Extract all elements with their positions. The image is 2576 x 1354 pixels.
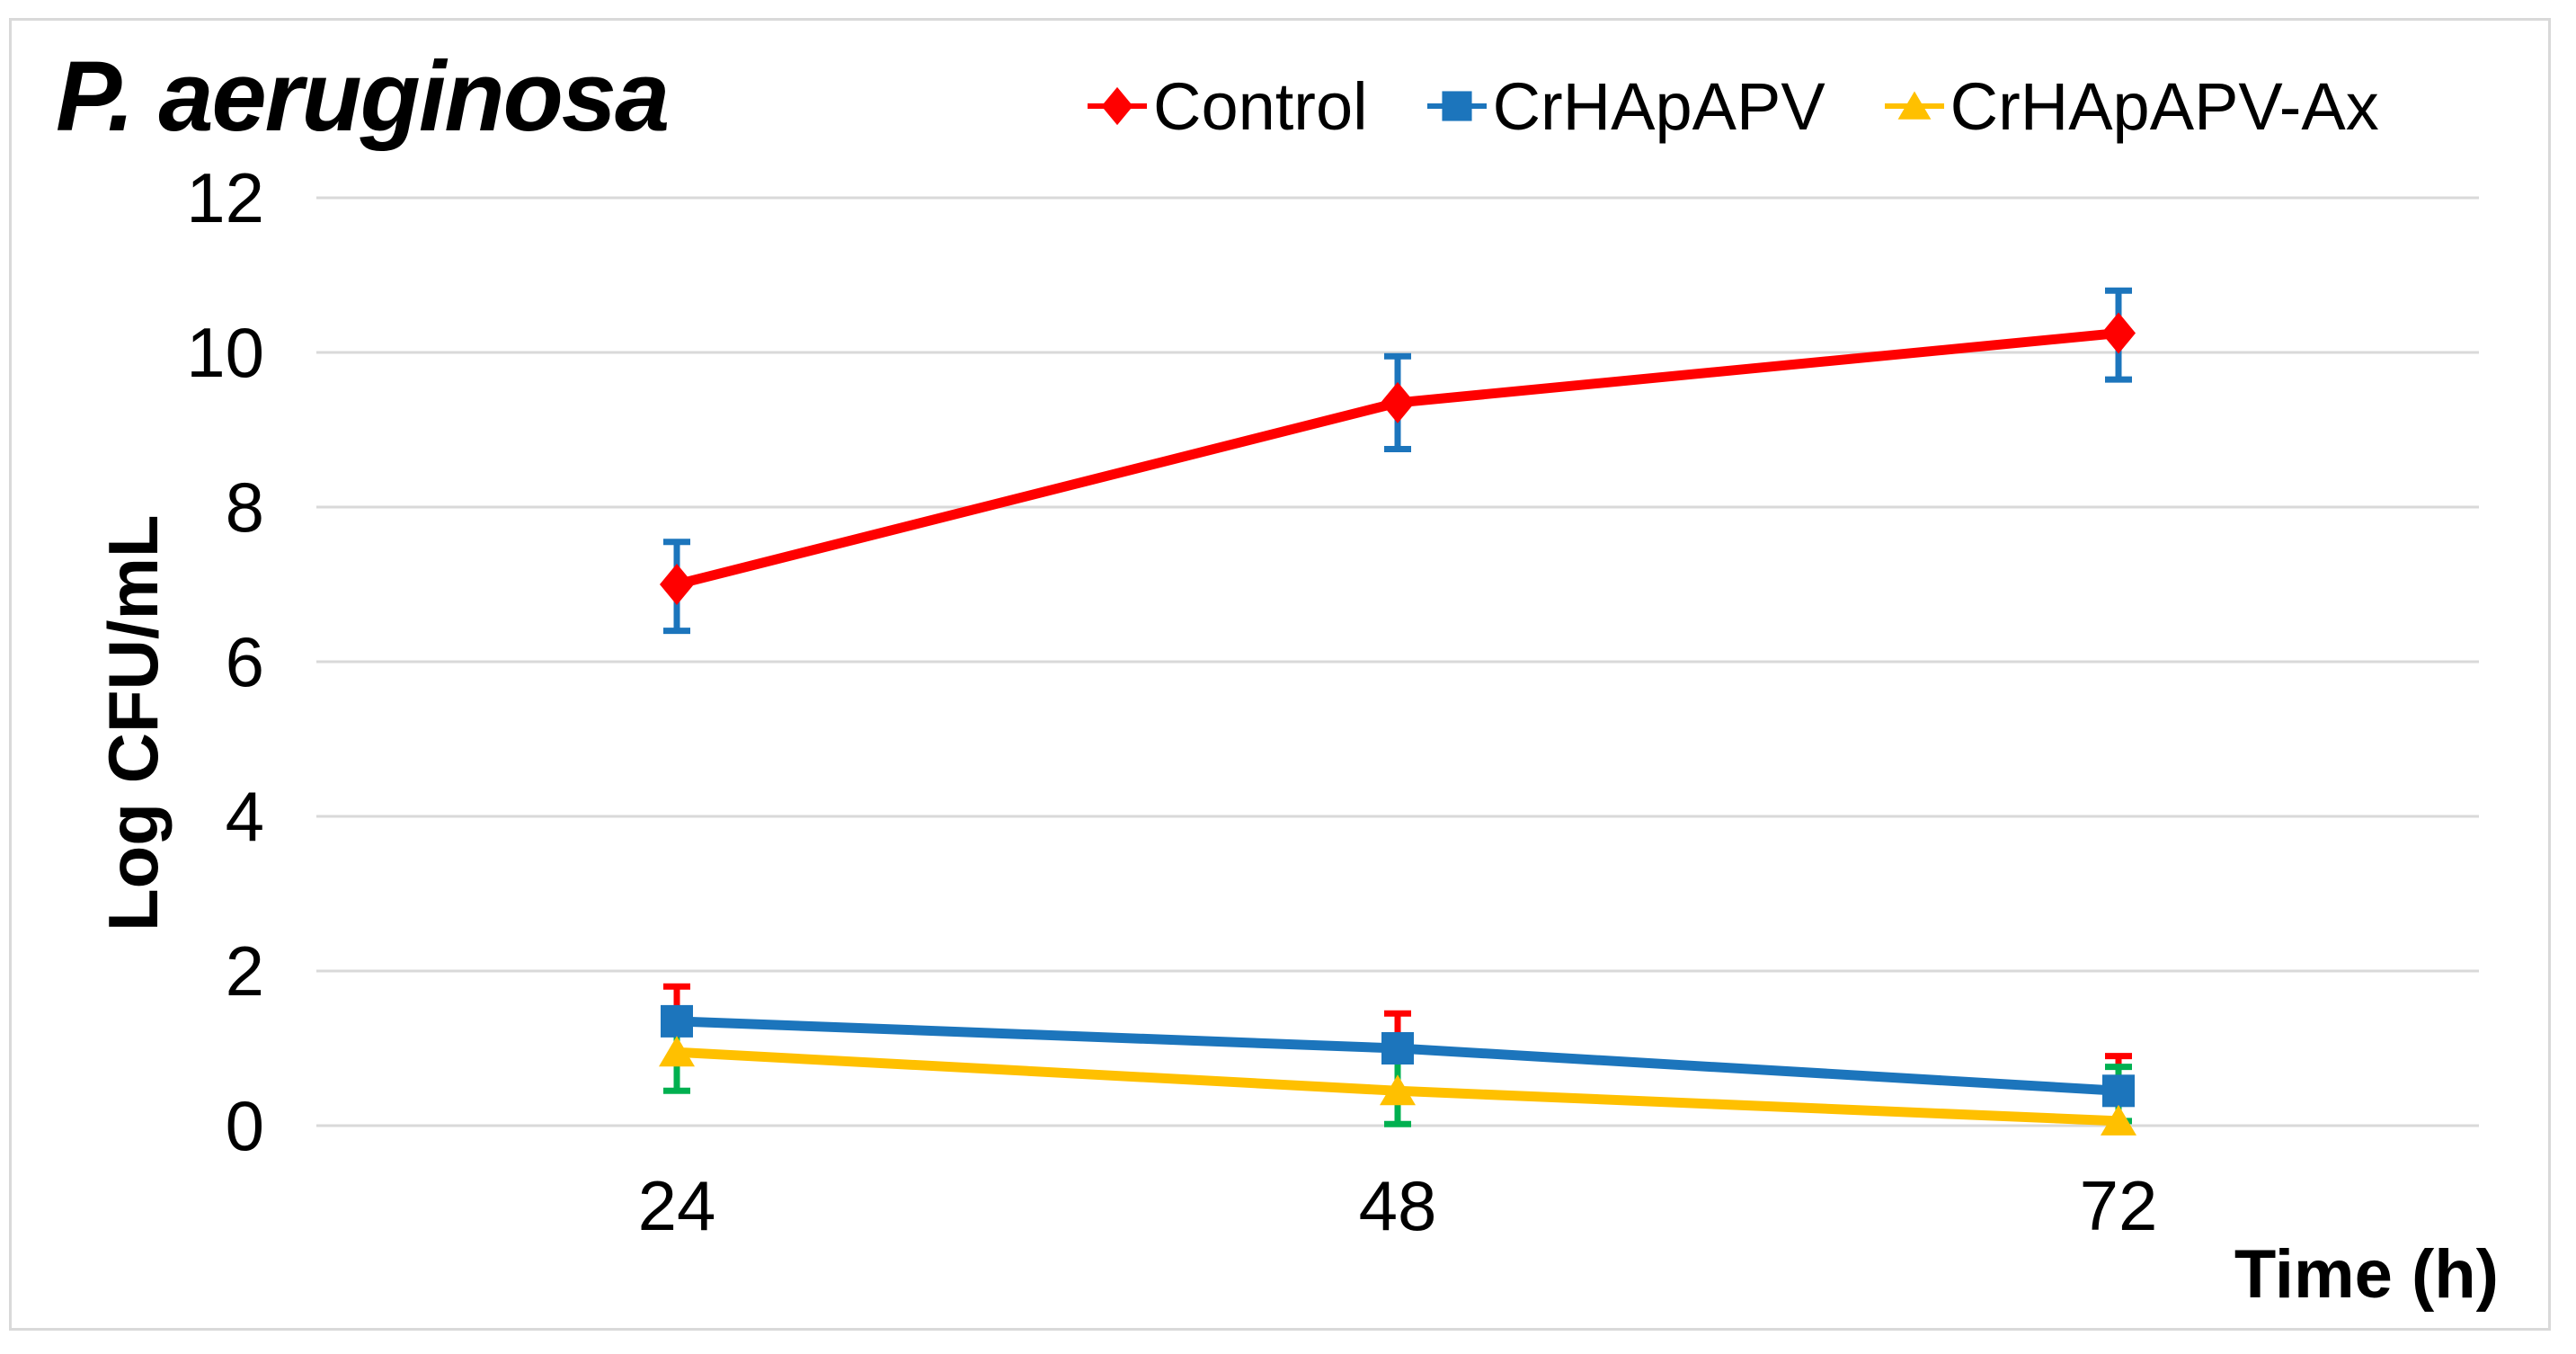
y-tick-label: 2 xyxy=(226,931,264,1011)
data-point-crhapapv-72 xyxy=(2102,1074,2135,1108)
data-point-crhapapv-ax-48 xyxy=(1380,1074,1416,1106)
y-axis-title: Log CFU/mL xyxy=(93,514,173,931)
data-point-crhapapv-ax-24 xyxy=(659,1036,695,1067)
data-point-control-48 xyxy=(1381,381,1415,423)
legend: Control CrHApAPV CrHApAPV-Ax xyxy=(1088,59,2379,153)
legend-marker-square-icon xyxy=(1426,91,1487,121)
legend-item-crhapapv-ax: CrHApAPV-Ax xyxy=(1884,68,2379,145)
data-point-crhapapv-48 xyxy=(1381,1032,1414,1064)
x-tick-label: 48 xyxy=(1359,1166,1437,1245)
y-tick-label: 0 xyxy=(226,1086,264,1165)
legend-item-crhapapv: CrHApAPV xyxy=(1426,68,1825,145)
y-tick-label: 4 xyxy=(226,777,264,856)
data-point-crhapapv-24 xyxy=(661,1004,693,1038)
y-tick-label: 10 xyxy=(186,313,264,392)
legend-marker-diamond-icon xyxy=(1088,86,1147,126)
data-point-control-24 xyxy=(660,564,694,605)
data-point-control-72 xyxy=(2101,312,2136,354)
legend-key-square xyxy=(1442,91,1472,121)
data-point-crhapapv-ax-72 xyxy=(2101,1104,2136,1136)
legend-label-control: Control xyxy=(1153,68,1368,144)
x-axis-title: Time (h) xyxy=(2234,1236,2499,1313)
y-tick-label: 8 xyxy=(226,468,264,547)
legend-label-crhapapv: CrHApAPV xyxy=(1492,68,1825,144)
y-tick-label: 6 xyxy=(226,622,264,701)
y-tick-label: 12 xyxy=(186,158,264,237)
legend-item-control: Control xyxy=(1088,68,1368,145)
x-tick-label: 72 xyxy=(2080,1166,2158,1245)
legend-key-diamond xyxy=(1101,86,1133,126)
chart-title: P. aeruginosa xyxy=(56,41,670,152)
legend-key-triangle xyxy=(1897,91,1932,120)
x-tick-label: 24 xyxy=(638,1166,716,1245)
legend-marker-triangle-icon xyxy=(1884,91,1944,120)
chart-border xyxy=(9,18,2551,1331)
legend-label-crhapapv-ax: CrHApAPV-Ax xyxy=(1950,68,2379,144)
